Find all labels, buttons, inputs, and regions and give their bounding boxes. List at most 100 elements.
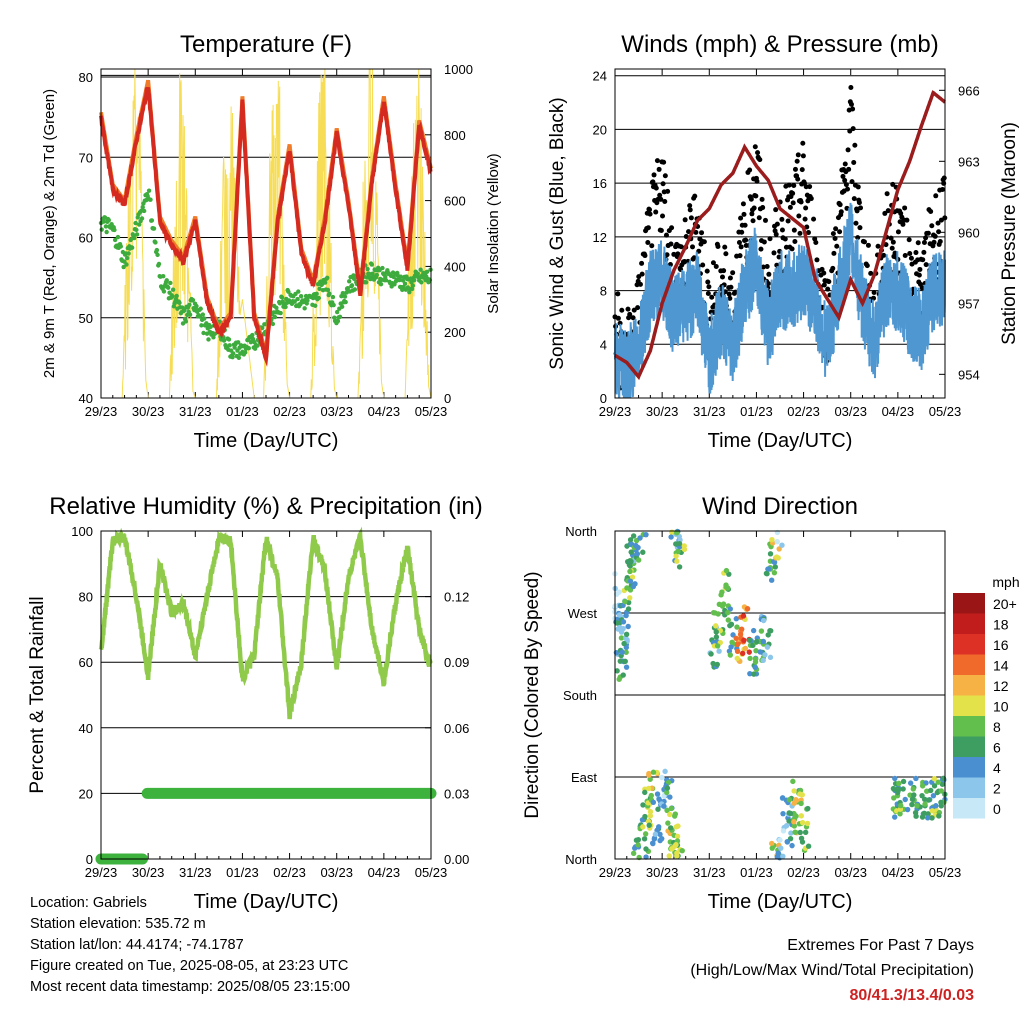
direction-point	[640, 549, 646, 555]
direction-point	[728, 644, 734, 650]
dewpoint-point	[410, 283, 416, 288]
gust-point	[739, 229, 745, 235]
gust-point	[916, 272, 922, 278]
direction-point	[646, 822, 652, 828]
direction-point	[656, 796, 662, 802]
gust-point	[928, 209, 934, 215]
direction-point	[895, 787, 902, 793]
direction-point	[656, 824, 662, 830]
x-tick-label: 03/23	[834, 865, 867, 880]
gust-point	[865, 242, 871, 248]
direction-point	[713, 629, 719, 635]
y-tick-label: 100	[71, 524, 93, 539]
gust-point	[656, 166, 662, 172]
gust-point	[803, 205, 809, 211]
gust-point	[907, 251, 913, 257]
gust-point	[852, 142, 858, 148]
gust-point	[709, 294, 715, 300]
gust-point	[917, 266, 923, 272]
direction-point	[760, 657, 766, 664]
direction-point	[938, 799, 944, 806]
direction-point	[622, 658, 628, 664]
panel-title: Wind Direction	[702, 493, 858, 520]
gust-point	[941, 175, 947, 181]
direction-point	[798, 813, 805, 819]
dewpoint-point	[118, 244, 124, 249]
direction-point	[627, 568, 633, 575]
gust-point	[845, 186, 851, 192]
direction-point	[720, 601, 727, 607]
gust-point	[727, 295, 733, 301]
x-tick-label: 30/23	[646, 404, 679, 419]
y-right-axis-label: Station Pressure (Maroon)	[999, 122, 1020, 345]
gust-point	[929, 223, 935, 229]
gust-point	[932, 233, 938, 239]
dewpoint-point	[198, 306, 203, 311]
direction-point	[780, 828, 787, 834]
direction-point	[725, 617, 732, 623]
dewpoint-point	[278, 310, 283, 316]
dewpoint-point	[415, 271, 420, 276]
direction-point	[664, 789, 670, 796]
dewpoint-point	[331, 302, 336, 308]
gust-point	[761, 239, 767, 245]
direction-point	[734, 624, 740, 630]
legend-label: 20+	[993, 596, 1017, 612]
dewpoint-point	[112, 237, 118, 243]
dewpoint-point	[182, 307, 187, 313]
direction-point	[643, 531, 649, 538]
gust-point	[921, 249, 927, 255]
direction-point	[620, 672, 626, 678]
gust-point	[747, 167, 753, 173]
gust-point	[645, 225, 651, 231]
gust-point	[741, 211, 747, 217]
y-tick-label: 24	[593, 69, 607, 84]
gust-point	[619, 307, 625, 313]
legend-swatch	[953, 777, 985, 798]
direction-point	[642, 831, 649, 837]
y-tick-label: North	[565, 852, 597, 867]
gust-point	[773, 231, 779, 237]
direction-point	[635, 836, 642, 843]
gust-point	[625, 306, 631, 312]
dewpoint-point	[363, 280, 369, 285]
x-tick-label: 01/23	[740, 404, 773, 419]
gust-point	[722, 244, 728, 250]
speed-legend: mph 20+ 18 16 14 12 10 8 6 4 2 0	[953, 574, 1020, 819]
gust-point	[849, 179, 855, 185]
dewpoint-point	[140, 204, 145, 210]
gust-point	[848, 101, 854, 107]
direction-point	[907, 780, 914, 786]
dewpoint-point	[380, 265, 385, 271]
gust-point	[721, 268, 727, 274]
direction-point	[793, 797, 800, 804]
y-tick-label: 60	[79, 655, 93, 670]
direction-point	[710, 660, 716, 667]
extremes-title: Extremes For Past 7 Days	[787, 937, 974, 954]
gust-point	[776, 254, 782, 260]
dewpoint-point	[246, 346, 251, 351]
direction-point	[623, 612, 629, 619]
dewpoint-point	[347, 279, 352, 284]
direction-point	[646, 772, 652, 778]
gust-point	[715, 243, 721, 249]
direction-point	[760, 638, 767, 645]
gust-point	[647, 211, 653, 217]
gust-point	[851, 159, 857, 165]
gust-point	[660, 213, 666, 219]
gust-point	[753, 193, 759, 199]
dewpoint-point	[134, 227, 139, 233]
y-tick-label: 80	[79, 70, 93, 85]
legend-swatch	[953, 695, 985, 716]
gust-point	[850, 106, 856, 112]
dewpoint-point	[295, 296, 300, 302]
gust-point	[890, 181, 896, 187]
gust-point	[758, 246, 764, 252]
dewpoint-point	[349, 283, 355, 288]
y-tick-label: 70	[79, 150, 93, 165]
legend-label: 6	[993, 740, 1001, 756]
gust-point	[755, 150, 761, 156]
direction-point	[667, 811, 673, 818]
direction-point	[652, 831, 659, 837]
gust-point	[658, 196, 664, 202]
